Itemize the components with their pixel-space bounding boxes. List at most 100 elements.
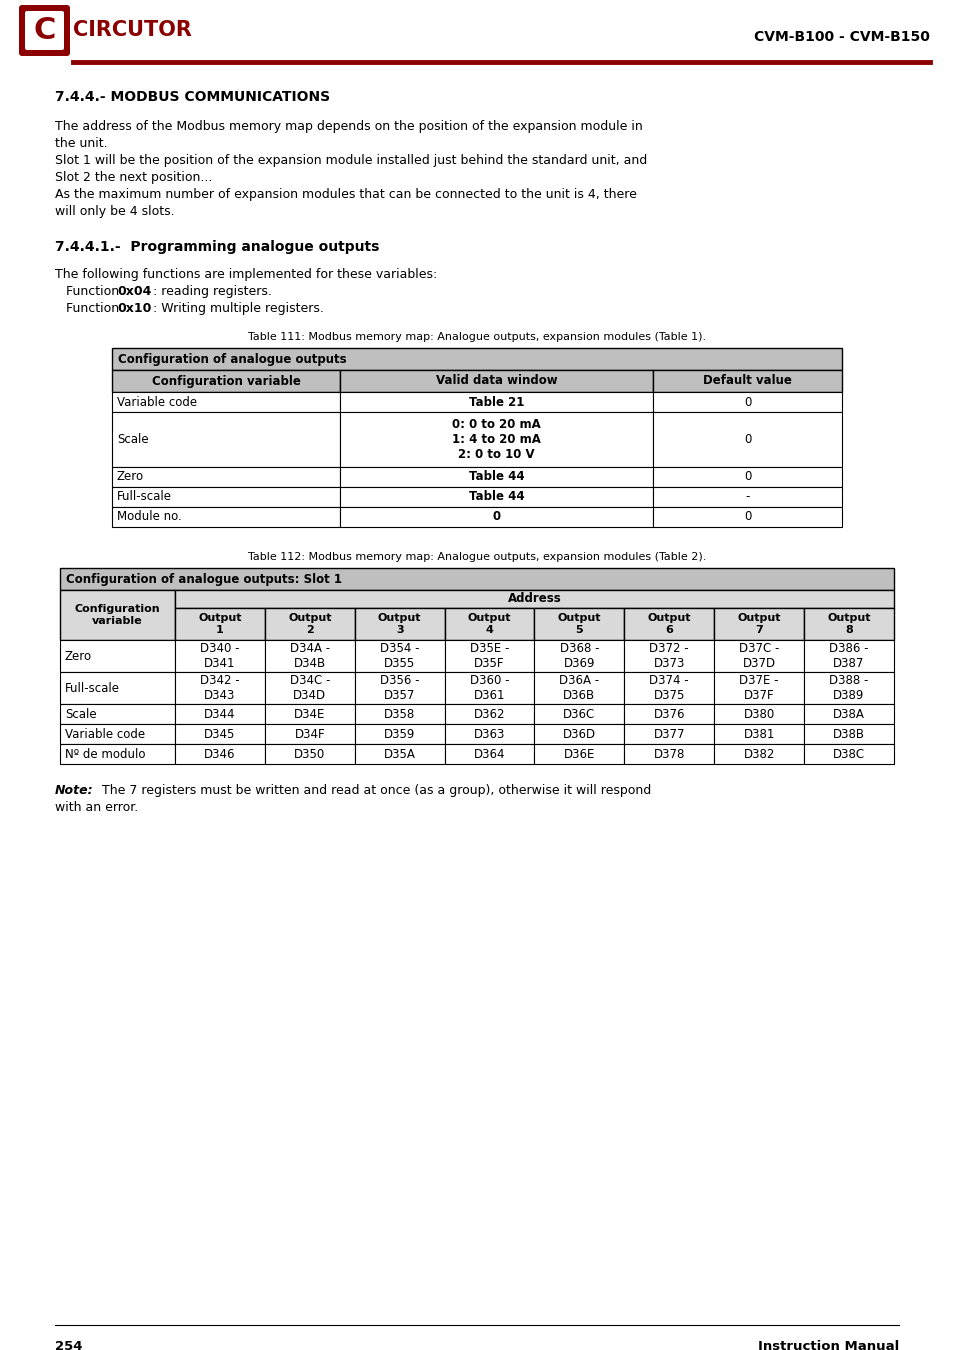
Text: 0: 0 <box>492 510 500 524</box>
Bar <box>60 568 893 590</box>
Text: Slot 2 the next position...: Slot 2 the next position... <box>55 171 213 184</box>
Text: Table 44: Table 44 <box>468 490 524 504</box>
Bar <box>112 467 339 487</box>
Bar <box>652 487 841 508</box>
Text: 0: 0 <box>743 396 750 409</box>
Text: Output
4: Output 4 <box>467 613 511 634</box>
Bar <box>652 392 841 412</box>
Text: The 7 registers must be written and read at once (as a group), otherwise it will: The 7 registers must be written and read… <box>98 784 651 796</box>
Bar <box>652 412 841 467</box>
Bar <box>174 724 265 744</box>
Text: D354 -
D355: D354 - D355 <box>379 643 419 670</box>
Bar <box>265 640 355 672</box>
Text: D382: D382 <box>742 748 774 760</box>
Bar <box>444 608 534 640</box>
Text: D36C: D36C <box>562 707 595 721</box>
Bar <box>444 672 534 703</box>
Text: Note:: Note: <box>55 784 93 796</box>
Bar <box>339 392 652 412</box>
Text: Output
3: Output 3 <box>377 613 421 634</box>
Bar <box>355 724 444 744</box>
Bar <box>714 672 803 703</box>
Bar <box>444 703 534 724</box>
Bar <box>534 724 623 744</box>
Text: 7.4.4.- MODBUS COMMUNICATIONS: 7.4.4.- MODBUS COMMUNICATIONS <box>55 90 330 104</box>
Text: the unit.: the unit. <box>55 136 108 150</box>
Bar <box>112 412 339 467</box>
Text: D34E: D34E <box>294 707 325 721</box>
Text: Zero: Zero <box>117 471 144 483</box>
Text: Configuration
variable: Configuration variable <box>74 605 160 626</box>
Bar <box>652 467 841 487</box>
Bar <box>112 370 339 392</box>
Text: D344: D344 <box>204 707 235 721</box>
Bar <box>355 608 444 640</box>
Text: D360 -
D361: D360 - D361 <box>469 674 509 702</box>
Text: Valid data window: Valid data window <box>436 374 557 387</box>
Text: D35A: D35A <box>383 748 416 760</box>
Text: Variable code: Variable code <box>65 728 145 741</box>
Text: D374 -
D375: D374 - D375 <box>649 674 688 702</box>
Text: D368 -
D369: D368 - D369 <box>559 643 598 670</box>
Text: D381: D381 <box>742 728 774 741</box>
Text: D346: D346 <box>204 748 235 760</box>
Text: Function: Function <box>62 302 123 315</box>
Text: D37C -
D37D: D37C - D37D <box>739 643 779 670</box>
Text: D388 -
D389: D388 - D389 <box>828 674 868 702</box>
Text: Nº de modulo: Nº de modulo <box>65 748 146 760</box>
Bar <box>534 608 623 640</box>
Bar <box>339 412 652 467</box>
Bar <box>60 744 174 764</box>
Bar <box>339 370 652 392</box>
Bar <box>112 508 339 526</box>
Text: Full-scale: Full-scale <box>117 490 172 504</box>
Text: 0: 0 <box>743 433 750 446</box>
Text: C: C <box>33 16 55 45</box>
Bar <box>444 724 534 744</box>
Bar <box>355 640 444 672</box>
Text: Configuration variable: Configuration variable <box>152 374 300 387</box>
Text: D36E: D36E <box>563 748 595 760</box>
Text: 7.4.4.1.-  Programming analogue outputs: 7.4.4.1.- Programming analogue outputs <box>55 240 379 254</box>
Text: Variable code: Variable code <box>117 396 197 409</box>
Text: D380: D380 <box>742 707 774 721</box>
Text: Output
1: Output 1 <box>198 613 241 634</box>
Bar <box>714 640 803 672</box>
FancyBboxPatch shape <box>19 5 70 55</box>
Text: Output
7: Output 7 <box>737 613 781 634</box>
Text: Output
8: Output 8 <box>826 613 870 634</box>
FancyBboxPatch shape <box>25 11 64 50</box>
Text: D386 -
D387: D386 - D387 <box>828 643 868 670</box>
Text: D377: D377 <box>653 728 684 741</box>
Text: : reading registers.: : reading registers. <box>152 285 272 298</box>
Bar <box>355 703 444 724</box>
Bar <box>534 744 623 764</box>
Text: Scale: Scale <box>117 433 149 446</box>
Bar <box>174 703 265 724</box>
Text: D350: D350 <box>294 748 325 760</box>
Bar <box>803 703 893 724</box>
Bar <box>265 672 355 703</box>
Text: : Writing multiple registers.: : Writing multiple registers. <box>152 302 323 315</box>
Text: 0x10: 0x10 <box>117 302 152 315</box>
Bar <box>803 608 893 640</box>
Bar <box>174 640 265 672</box>
Text: D378: D378 <box>653 748 684 760</box>
Text: Table 111: Modbus memory map: Analogue outputs, expansion modules (Table 1).: Table 111: Modbus memory map: Analogue o… <box>248 332 705 342</box>
Bar <box>174 744 265 764</box>
Text: Table 112: Modbus memory map: Analogue outputs, expansion modules (Table 2).: Table 112: Modbus memory map: Analogue o… <box>248 552 705 562</box>
Bar <box>339 508 652 526</box>
Text: 0: 0 to 20 mA
1: 4 to 20 mA
2: 0 to 10 V: 0: 0 to 20 mA 1: 4 to 20 mA 2: 0 to 10 V <box>452 418 540 460</box>
Text: Configuration of analogue outputs: Configuration of analogue outputs <box>118 352 346 366</box>
Bar <box>652 508 841 526</box>
Text: D340 -
D341: D340 - D341 <box>200 643 239 670</box>
Text: Output
6: Output 6 <box>647 613 690 634</box>
Text: The address of the Modbus memory map depends on the position of the expansion mo: The address of the Modbus memory map dep… <box>55 120 642 134</box>
Bar <box>803 724 893 744</box>
Text: CVM-B100 - CVM-B150: CVM-B100 - CVM-B150 <box>753 30 929 45</box>
Text: As the maximum number of expansion modules that can be connected to the unit is : As the maximum number of expansion modul… <box>55 188 637 201</box>
Bar <box>714 608 803 640</box>
Bar <box>174 672 265 703</box>
Bar <box>714 703 803 724</box>
Bar <box>803 640 893 672</box>
